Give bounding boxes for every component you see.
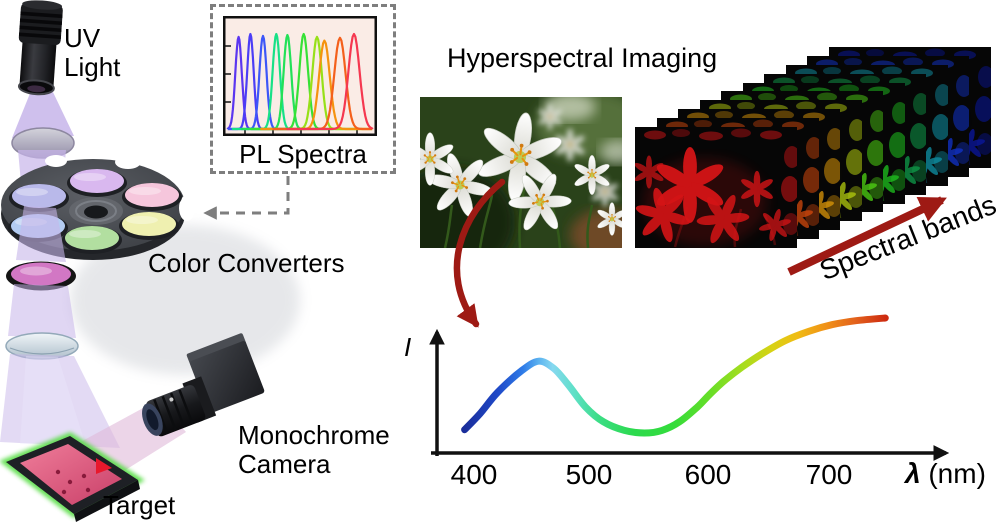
monochrome-camera-label: Monochrome Camera [238, 420, 390, 480]
spectrum-curve [461, 314, 889, 437]
spectral-bands-arrow [787, 196, 947, 276]
wheel-notch [179, 195, 195, 221]
pl-spectra-plot [223, 16, 377, 136]
hyperspectral-imaging-title: Hyperspectral Imaging [447, 43, 718, 73]
photo-to-spectrum-arrow [453, 178, 506, 328]
filter-wheel [1, 155, 195, 260]
wheel-notch [115, 155, 141, 169]
wheel-notch [45, 155, 67, 167]
pl-peaks [226, 32, 374, 131]
x-tick-400: 400 [450, 459, 498, 490]
reflectance-spectrum-curve [461, 314, 889, 437]
inset-connector-arrow [203, 176, 290, 220]
uv-light-label-line2: Light [64, 52, 121, 83]
y-axis-label: I [404, 332, 412, 362]
uv-flashlight [17, 0, 63, 96]
x-tick-700: 700 [805, 459, 853, 490]
color-converter-filter [6, 261, 76, 291]
x-tick-500: 500 [565, 459, 613, 490]
target-board [0, 432, 145, 522]
color-converters-label: Color Converters [148, 248, 345, 278]
pl-peak [286, 32, 374, 131]
lens-curve-line [9, 347, 75, 355]
filter-lavender [70, 169, 124, 193]
uv-light-label-line1: UV [64, 23, 101, 53]
monochrome-camera [142, 333, 265, 437]
optical-setup-illustration [0, 0, 300, 522]
x-axis-label: λ (nm) [905, 458, 986, 490]
beam-core [20, 356, 86, 446]
filter-green [65, 226, 119, 250]
beam-segment-4 [8, 284, 76, 338]
camera-label-line1: Monochrome [238, 420, 390, 450]
target-dots [55, 469, 91, 495]
pl-spectra-label: PL Spectra [239, 139, 367, 169]
filter-periwinkle [12, 184, 66, 208]
filter-pink [125, 183, 179, 207]
wheel-hub [69, 197, 123, 225]
target-label: Target [103, 490, 176, 520]
x-axis-unit: (nm) [920, 458, 986, 489]
lambda-symbol: λ [905, 458, 921, 489]
camera-label-line2: Camera [238, 449, 331, 480]
uv-beam-segment-1 [12, 86, 74, 138]
uv-light-label: UV Light [64, 23, 121, 83]
filter-yellow [122, 212, 176, 236]
x-tick-600: 600 [684, 459, 732, 490]
uv-beam-segment-3 [16, 206, 66, 262]
pl-spectra-inset: PL Spectra [210, 4, 396, 174]
beam-segment-5 [0, 354, 120, 448]
target-marker [96, 458, 112, 474]
